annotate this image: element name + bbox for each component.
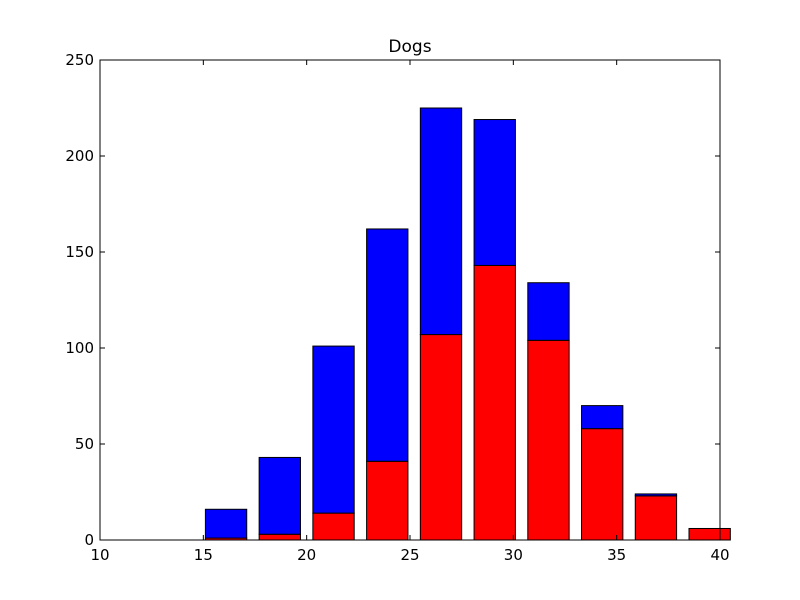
bar-series1-7 [581, 405, 624, 430]
bar-series0-6 [527, 339, 570, 541]
bar-series0-8 [634, 495, 678, 541]
y-tick-label-200: 200 [65, 147, 94, 165]
bar-series1-6 [527, 282, 570, 341]
axes-frame [99, 59, 721, 541]
x-tick-label-35: 35 [607, 546, 626, 564]
y-tick-label-250: 250 [65, 51, 94, 69]
bar-series1-2 [312, 345, 355, 514]
x-tick-label-40: 40 [710, 546, 729, 564]
x-tick-label-20: 20 [297, 546, 316, 564]
y-tick-label-150: 150 [65, 243, 94, 261]
x-tick-label-30: 30 [504, 546, 523, 564]
x-tick-label-15: 15 [194, 546, 213, 564]
y-tick-label-0: 0 [84, 531, 94, 549]
bars-group [204, 107, 731, 541]
y-tick-label-100: 100 [65, 339, 94, 357]
bar-series0-7 [581, 428, 624, 541]
bar-series0-9 [688, 527, 731, 541]
x-tick-label-25: 25 [400, 546, 419, 564]
bar-series1-1 [258, 456, 301, 535]
bar-series0-3 [366, 460, 409, 541]
chart-title: Dogs [388, 37, 431, 57]
bar-series1-5 [473, 119, 516, 266]
x-tick-labels: 10 15 20 25 30 35 40 [90, 546, 729, 564]
bar-series1-8 [634, 493, 678, 497]
y-tick-label-50: 50 [75, 435, 94, 453]
x-tick-label-10: 10 [90, 546, 109, 564]
bar-series0-4 [419, 334, 463, 541]
bar-series1-0 [204, 508, 248, 539]
bar-series1-4 [419, 107, 463, 336]
bar-series0-1 [258, 533, 301, 541]
bar-series0-2 [312, 512, 355, 541]
bar-series0-5 [473, 264, 516, 541]
bar-series1-3 [366, 228, 409, 462]
y-tick-labels: 0 50 100 150 200 250 [65, 51, 94, 549]
